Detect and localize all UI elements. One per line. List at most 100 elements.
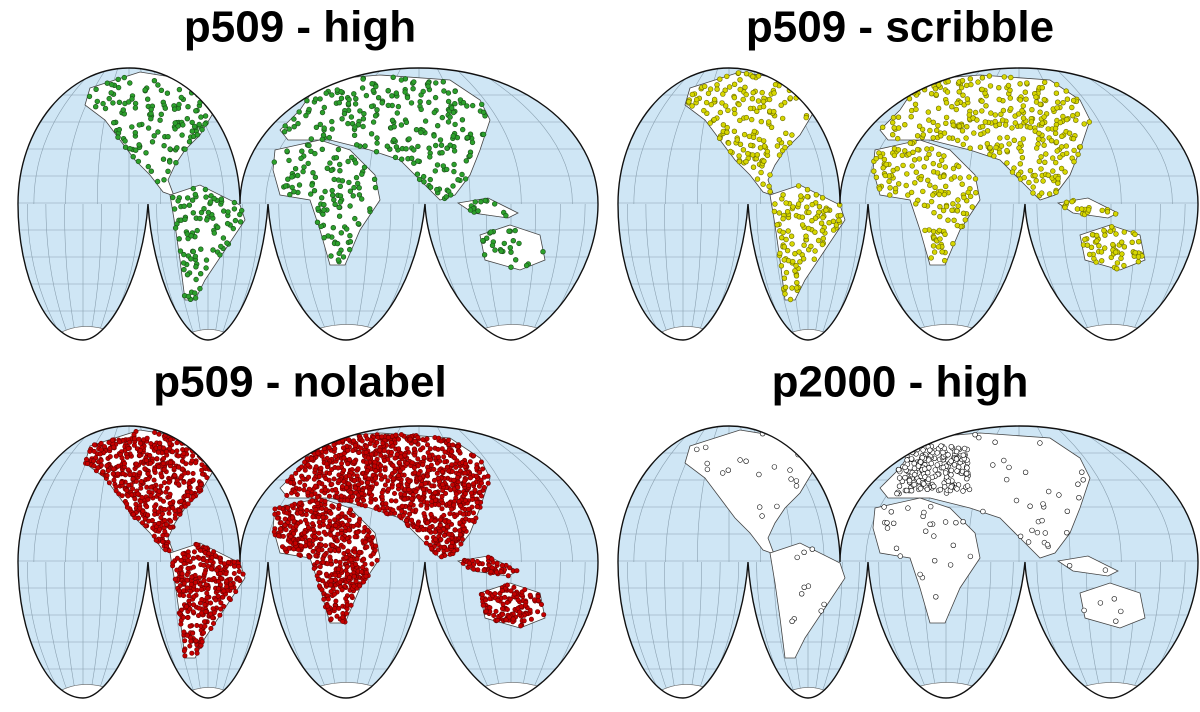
sample-point xyxy=(809,89,816,95)
sample-point xyxy=(115,463,121,469)
sample-point xyxy=(409,517,415,523)
sample-point xyxy=(360,76,366,82)
sample-point xyxy=(409,496,415,502)
sample-point xyxy=(894,490,900,497)
sample-point xyxy=(1109,224,1115,230)
sample-point xyxy=(277,526,283,532)
sample-point xyxy=(484,235,490,241)
sample-point xyxy=(801,549,807,556)
sample-point xyxy=(363,449,369,455)
sample-point xyxy=(960,452,966,458)
sample-point xyxy=(427,184,434,190)
sample-point xyxy=(281,128,288,135)
sample-point xyxy=(333,154,340,161)
sample-point xyxy=(184,435,190,441)
sample-point xyxy=(892,185,899,192)
sample-point xyxy=(409,460,415,466)
antarctica xyxy=(782,687,829,698)
sample-point xyxy=(332,446,338,452)
sample-point xyxy=(999,117,1006,123)
sample-point xyxy=(964,123,970,130)
sample-point xyxy=(188,638,194,644)
sample-point xyxy=(100,100,106,107)
sample-point xyxy=(1064,508,1070,515)
sample-point xyxy=(359,171,365,177)
sample-point xyxy=(504,600,510,606)
sample-point xyxy=(896,125,902,131)
sample-point xyxy=(190,429,196,435)
sample-point xyxy=(880,124,886,130)
sample-point xyxy=(812,229,818,235)
sample-point xyxy=(941,153,947,159)
sample-point xyxy=(195,443,201,449)
sample-point xyxy=(783,200,789,206)
sample-point xyxy=(438,537,444,543)
sample-point xyxy=(896,181,902,187)
sample-point xyxy=(407,436,413,442)
sample-point xyxy=(390,74,396,81)
sample-point xyxy=(190,185,197,192)
sample-point xyxy=(345,100,352,107)
sample-point xyxy=(137,470,143,476)
sample-point xyxy=(304,456,310,462)
sample-point xyxy=(420,88,426,95)
sample-point xyxy=(197,285,203,292)
sample-point xyxy=(771,464,778,470)
sample-point xyxy=(168,518,174,524)
sample-point xyxy=(1077,144,1083,150)
sample-point xyxy=(174,440,180,446)
sample-point xyxy=(91,458,97,464)
sample-point xyxy=(320,435,326,441)
sample-point xyxy=(799,591,805,597)
sample-point xyxy=(819,195,826,201)
sample-point xyxy=(964,483,971,489)
sample-point xyxy=(803,114,809,121)
sample-point xyxy=(895,114,902,120)
sample-point xyxy=(278,520,284,526)
sample-point xyxy=(320,514,326,520)
sample-point xyxy=(334,240,341,247)
sample-point xyxy=(1096,243,1102,249)
sample-point xyxy=(377,447,383,453)
sample-point xyxy=(310,527,316,533)
sample-point xyxy=(942,257,948,264)
sample-point xyxy=(934,170,941,176)
sample-point xyxy=(190,431,196,437)
sample-point xyxy=(535,609,541,615)
sample-point xyxy=(394,110,400,116)
sample-point xyxy=(336,477,342,483)
sample-point xyxy=(184,438,190,444)
sample-point xyxy=(1084,242,1091,248)
sample-point xyxy=(480,466,486,472)
sample-point xyxy=(186,202,193,208)
sample-point xyxy=(217,612,223,618)
sample-point xyxy=(346,527,352,533)
sample-point xyxy=(105,468,111,474)
sample-point xyxy=(231,563,237,569)
sample-point xyxy=(972,109,979,116)
sample-point xyxy=(354,522,360,528)
sample-point xyxy=(185,557,191,563)
sample-point xyxy=(743,158,749,165)
sample-point xyxy=(365,527,371,533)
sample-point xyxy=(426,453,432,459)
sample-point xyxy=(161,177,167,183)
sample-point xyxy=(365,455,371,461)
sample-point xyxy=(318,542,324,548)
meridian xyxy=(665,68,708,205)
sample-point xyxy=(1008,105,1014,112)
sample-point xyxy=(959,181,965,187)
sample-point xyxy=(911,481,917,488)
sample-point xyxy=(207,199,214,205)
sample-point xyxy=(880,165,886,171)
sample-point xyxy=(956,123,963,129)
sample-point xyxy=(174,145,180,151)
sample-point xyxy=(737,77,743,83)
sample-point xyxy=(1005,82,1012,89)
sample-point xyxy=(1027,503,1033,509)
sample-point xyxy=(126,482,132,488)
sample-point xyxy=(163,547,169,553)
sample-point xyxy=(199,610,205,616)
sample-point xyxy=(722,87,728,93)
sample-point xyxy=(1027,167,1034,174)
